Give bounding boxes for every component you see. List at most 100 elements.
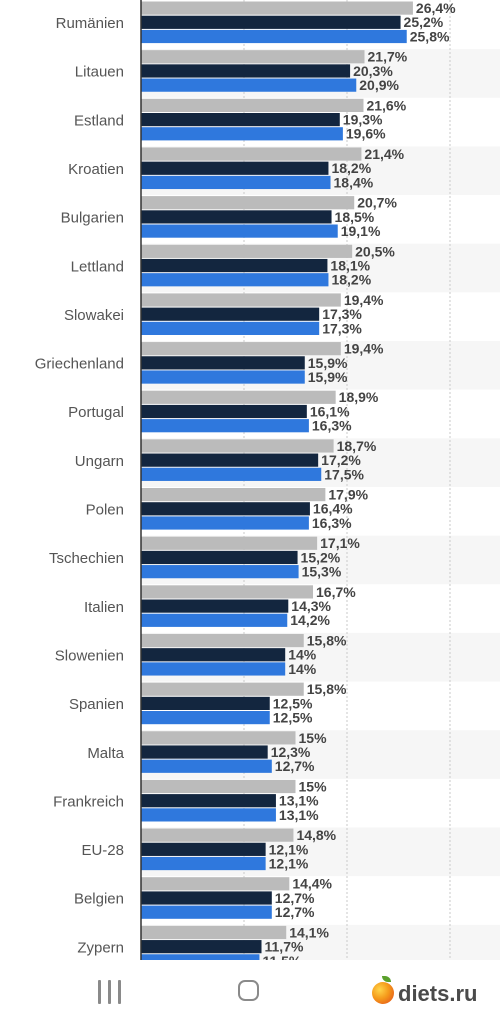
bar xyxy=(141,453,319,467)
bar xyxy=(141,648,286,662)
data-label: 14,2% xyxy=(290,612,330,628)
data-label: 19,3% xyxy=(343,112,383,128)
data-label: 12,5% xyxy=(273,695,313,711)
category-label: Rumänien xyxy=(56,15,124,32)
data-label: 14% xyxy=(288,647,317,663)
bar xyxy=(141,370,305,384)
bar xyxy=(141,828,294,842)
data-label: 12,7% xyxy=(275,890,315,906)
bar xyxy=(141,565,299,579)
bar xyxy=(141,731,296,745)
data-label: 17,2% xyxy=(321,452,361,468)
bar xyxy=(141,808,276,822)
data-label: 12,3% xyxy=(271,744,311,760)
data-label: 15% xyxy=(299,778,328,794)
data-label: 18,5% xyxy=(335,209,375,225)
bar xyxy=(141,1,413,15)
data-label: 14% xyxy=(288,661,317,677)
bar xyxy=(141,356,305,370)
category-label: Litauen xyxy=(75,64,124,81)
bar xyxy=(141,954,260,960)
data-label: 17,3% xyxy=(322,320,362,336)
recents-icon[interactable] xyxy=(98,980,122,1006)
bar xyxy=(141,842,266,856)
bar xyxy=(141,342,341,356)
data-label: 16,4% xyxy=(313,501,353,517)
bar xyxy=(141,258,328,273)
data-label: 21,4% xyxy=(364,146,404,162)
data-label: 17,5% xyxy=(324,466,364,482)
bar xyxy=(141,585,314,599)
watermark: diets.ru xyxy=(366,976,494,1012)
data-label: 15,8% xyxy=(307,681,347,697)
bar xyxy=(141,439,334,453)
bar xyxy=(141,613,288,627)
bar xyxy=(141,404,307,419)
bar xyxy=(141,29,407,44)
bar xyxy=(141,64,351,78)
data-label: 17,9% xyxy=(328,487,368,503)
category-label: Malta xyxy=(87,745,124,762)
data-label: 18,1% xyxy=(330,257,370,273)
category-label: Slowakei xyxy=(64,307,124,324)
bar xyxy=(141,175,331,190)
bar xyxy=(141,419,309,433)
data-label: 13,1% xyxy=(279,807,319,823)
bar xyxy=(141,502,310,516)
data-label: 12,1% xyxy=(269,841,309,857)
bar xyxy=(141,161,329,175)
bar xyxy=(141,633,304,648)
data-label: 15,9% xyxy=(308,355,348,371)
home-icon[interactable] xyxy=(238,980,259,1001)
category-label: Polen xyxy=(86,502,124,519)
data-label: 16,7% xyxy=(316,584,356,600)
bar xyxy=(141,925,287,940)
bar-chart: Rumänien 26,4%25,2%25,8% Litauen 21,7%20,3%… xyxy=(34,0,457,960)
bar xyxy=(141,273,329,287)
data-label: 15% xyxy=(299,730,328,746)
data-label: 15,9% xyxy=(308,369,348,385)
bar xyxy=(141,307,320,321)
bar xyxy=(141,488,326,502)
data-label: 17,3% xyxy=(322,306,362,322)
data-label: 16,1% xyxy=(310,403,350,419)
category-label: Ungarn xyxy=(75,453,124,470)
category-label: Tschechien xyxy=(49,550,124,567)
category-label: Zypern xyxy=(77,939,124,956)
bar xyxy=(141,891,272,905)
bar xyxy=(141,877,290,891)
data-label: 14,8% xyxy=(296,827,336,843)
data-label: 11,5% xyxy=(262,953,301,960)
data-label: 14,3% xyxy=(291,598,331,614)
data-label: 11,7% xyxy=(265,939,304,955)
category-label: EU-28 xyxy=(81,842,124,859)
apple-icon xyxy=(372,982,394,1004)
bar xyxy=(141,98,364,112)
leaf-icon xyxy=(382,976,391,982)
bar xyxy=(141,779,296,794)
bar xyxy=(141,196,355,210)
bar xyxy=(141,682,304,696)
labels: Rumänien 26,4%25,2%25,8% Litauen 21,7%20,3%… xyxy=(35,0,456,960)
data-label: 19,1% xyxy=(341,223,381,239)
bar xyxy=(141,856,266,871)
bar xyxy=(141,147,362,161)
bar xyxy=(141,550,298,565)
data-label: 17,1% xyxy=(320,535,360,551)
bar xyxy=(141,536,318,550)
category-label: Kroatien xyxy=(68,161,124,178)
data-label: 18,7% xyxy=(337,438,377,454)
bar xyxy=(141,50,365,64)
data-label: 18,2% xyxy=(331,160,371,176)
bar xyxy=(141,696,270,710)
data-label: 21,6% xyxy=(366,97,406,113)
category-label: Spanien xyxy=(69,696,124,713)
data-label: 12,7% xyxy=(275,758,315,774)
bar xyxy=(141,940,262,954)
data-label: 19,4% xyxy=(344,341,384,357)
bar xyxy=(141,210,332,224)
bar xyxy=(141,759,272,773)
data-label: 18,4% xyxy=(334,174,374,190)
category-label: Belgien xyxy=(74,891,124,908)
data-label: 20,3% xyxy=(353,63,393,79)
